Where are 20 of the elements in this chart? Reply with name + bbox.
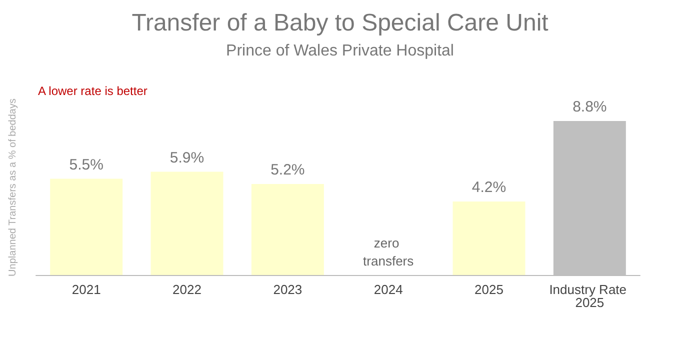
data-label: zero transfers xyxy=(363,236,414,268)
text: A lower rate is better xyxy=(38,84,148,98)
bar xyxy=(150,172,224,275)
data-label: 5.5% xyxy=(69,156,104,174)
x-tick-label: 2025 xyxy=(474,282,504,297)
bar xyxy=(452,202,526,275)
x-tick-label: Industry Rate 2025 xyxy=(549,282,630,310)
data-label: 5.2% xyxy=(270,162,305,178)
chart-title: Transfer of a Baby to Special Care Unit xyxy=(132,10,549,36)
bar xyxy=(50,178,123,275)
data-label: 8.8% xyxy=(572,98,607,116)
bar xyxy=(251,184,324,275)
data-label: 4.2% xyxy=(472,179,506,196)
y-axis-title: Unplanned Transfers as a % of beddays xyxy=(8,98,18,276)
x-tick-label: 2022 xyxy=(172,282,202,297)
x-tick-label: 2021 xyxy=(72,282,101,297)
chart-subtitle: Prince of Wales Private Hospital xyxy=(226,42,454,60)
x-tick-label: 2024 xyxy=(374,282,403,297)
x-tick-label: 2023 xyxy=(273,282,302,297)
data-label: 5.9% xyxy=(170,149,204,166)
